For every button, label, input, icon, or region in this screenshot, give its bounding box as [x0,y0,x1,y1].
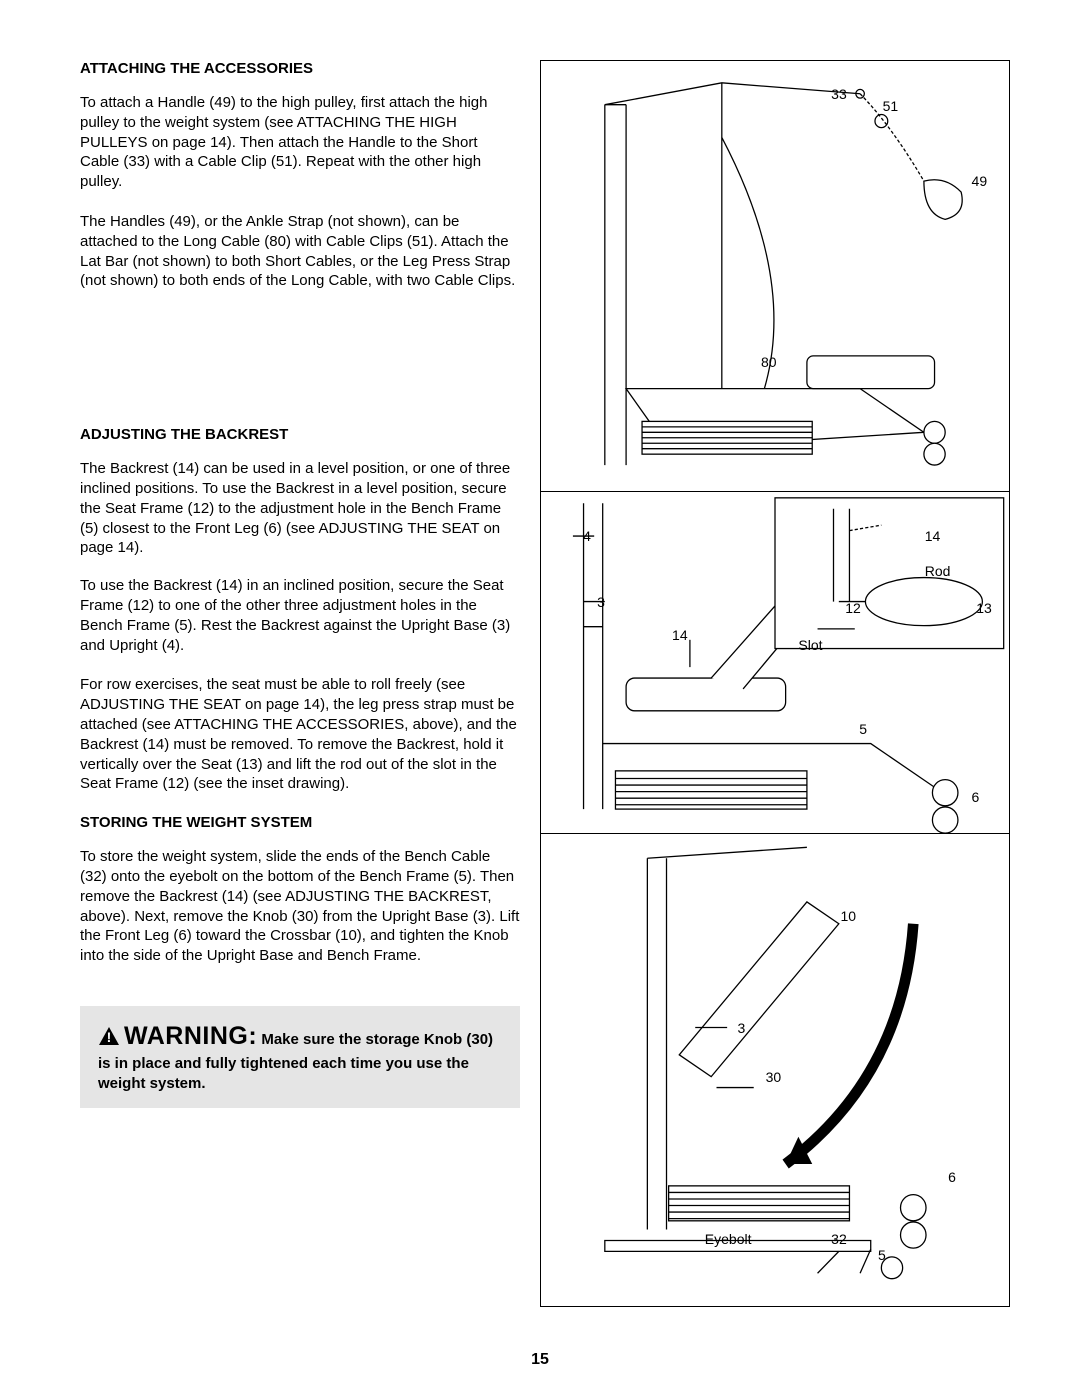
body-paragraph: For row exercises, the seat must be able… [80,675,520,794]
section-heading-storing: STORING THE WEIGHT SYSTEM [80,814,520,831]
callout-label: 80 [761,354,777,370]
callout-label: 5 [878,1247,886,1263]
callout-label: 14 [925,528,941,544]
callout-label: 13 [976,600,992,616]
warning-title: WARNING: [124,1022,257,1050]
callout-label: 14 [672,627,688,643]
callout-label: 4 [583,528,591,544]
warning-triangle-icon: ! [98,1026,120,1052]
callout-label: 33 [831,86,847,102]
callout-label: 32 [831,1231,847,1247]
section-heading-backrest: ADJUSTING THE BACKREST [80,426,520,443]
spacer [80,986,520,1006]
callout-label: 5 [859,721,867,737]
body-paragraph: The Backrest (14) can be used in a level… [80,459,520,558]
page-number: 15 [0,1351,1080,1369]
callout-label: 3 [597,594,605,610]
callout-label: Slot [798,637,822,653]
callout-label: Rod [925,563,951,579]
callout-label: 12 [845,600,861,616]
callout-label: 6 [948,1169,956,1185]
callout-label: 10 [841,908,857,924]
callout-label: 51 [883,98,899,114]
diagram-divider [541,491,1009,492]
diagram-column: 33 51 49 80 4 3 14 14 Rod 12 13 Slot 5 6… [540,60,1010,1307]
body-paragraph: To store the weight system, slide the en… [80,847,520,966]
svg-text:!: ! [107,1029,112,1045]
callout-label: 49 [972,173,988,189]
section-heading-accessories: ATTACHING THE ACCESSORIES [80,60,520,77]
body-paragraph: The Handles (49), or the Ankle Strap (no… [80,212,520,291]
callout-label: 30 [766,1069,782,1085]
body-paragraph: To attach a Handle (49) to the high pull… [80,93,520,192]
body-paragraph: To use the Backrest (14) in an inclined … [80,576,520,655]
warning-box: ! WARNING: Make sure the storage Knob (3… [80,1006,520,1108]
callout-label: 3 [738,1020,746,1036]
spacer [80,311,520,426]
callout-label: Eyebolt [705,1231,752,1247]
diagram-divider [541,833,1009,834]
text-column: ATTACHING THE ACCESSORIES To attach a Ha… [80,60,520,1307]
callout-label: 6 [972,789,980,805]
assembly-diagram-svg [541,61,1009,1306]
